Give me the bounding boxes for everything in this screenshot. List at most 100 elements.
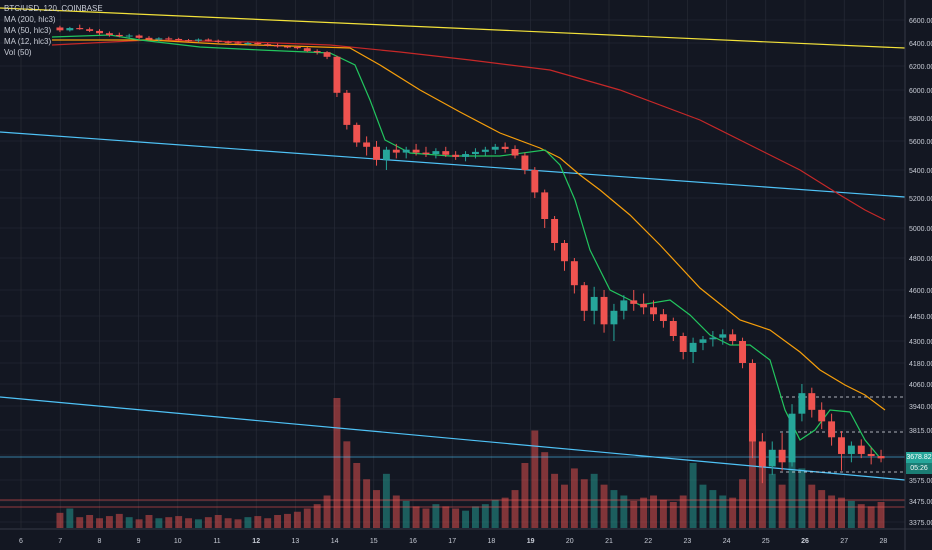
candle bbox=[788, 404, 796, 467]
candle-body bbox=[828, 421, 836, 438]
candle-body bbox=[105, 33, 113, 35]
candle bbox=[659, 309, 667, 328]
volume-bar bbox=[462, 510, 470, 528]
y-tick-label: 5400.00 bbox=[909, 168, 932, 175]
candle bbox=[373, 141, 380, 166]
candle bbox=[857, 439, 865, 459]
x-tick-label: 16 bbox=[409, 538, 417, 545]
candle bbox=[452, 151, 460, 160]
volume-bar bbox=[551, 473, 559, 528]
trendlines[interactable] bbox=[0, 7, 906, 481]
volume-bar bbox=[699, 484, 707, 528]
candle-body bbox=[590, 296, 598, 311]
volume-bar bbox=[561, 484, 568, 528]
chart-legend: BTC/USD, 120, COINBASE MA (200, hlc3) MA… bbox=[4, 3, 103, 58]
candle-body bbox=[650, 307, 657, 315]
x-tick-label: 22 bbox=[644, 538, 652, 545]
candle-body bbox=[86, 29, 94, 31]
candle-body bbox=[709, 337, 717, 340]
candle bbox=[739, 337, 747, 369]
candle-body bbox=[194, 39, 202, 41]
y-tick-label: 3575.00 bbox=[909, 478, 932, 485]
cyan-trendline[interactable] bbox=[0, 131, 906, 198]
legend-symbol[interactable]: BTC/USD, 120, COINBASE bbox=[4, 4, 103, 13]
volume-bar bbox=[501, 497, 509, 528]
volume-bar bbox=[669, 502, 677, 528]
candle bbox=[541, 189, 549, 228]
x-axis[interactable]: 6 7 8 9 10 11 12 13 14 15 16 17 18 19 20 21 22 23 24 25 26 27… bbox=[0, 528, 932, 545]
candle-body bbox=[501, 146, 509, 149]
x-tick-label: 24 bbox=[723, 538, 731, 545]
volume-bar bbox=[580, 479, 588, 528]
candle bbox=[847, 441, 855, 463]
x-tick-label: 17 bbox=[448, 538, 456, 545]
x-tick-label: 25 bbox=[762, 538, 770, 545]
candle bbox=[76, 24, 84, 30]
candle bbox=[333, 55, 341, 97]
y-tick-label: 4450.00 bbox=[909, 314, 932, 321]
candle bbox=[254, 42, 262, 46]
volume-bar bbox=[115, 513, 123, 528]
y-tick-label: 3375.00 bbox=[909, 520, 932, 527]
candle bbox=[204, 38, 212, 42]
volume-bar bbox=[541, 452, 549, 528]
candle-body bbox=[551, 219, 559, 243]
candle bbox=[442, 146, 450, 157]
x-tick-label: 11 bbox=[213, 538, 220, 545]
candle-body bbox=[313, 51, 321, 53]
volume-bar bbox=[867, 506, 875, 528]
volume-bar bbox=[234, 519, 242, 528]
candle bbox=[709, 331, 717, 347]
volume-bar bbox=[66, 508, 74, 528]
yellow-trendline[interactable] bbox=[0, 7, 906, 49]
volume-bar bbox=[194, 519, 202, 528]
candle-body bbox=[125, 35, 133, 37]
countdown-tag: 05:26 bbox=[906, 463, 932, 474]
candle bbox=[462, 151, 470, 162]
candle bbox=[511, 145, 519, 159]
candle bbox=[798, 384, 806, 422]
x-tick-label: 21 bbox=[605, 538, 613, 545]
volume-bar bbox=[96, 518, 103, 528]
legend-ma200[interactable]: MA (200, hlc3) bbox=[4, 15, 56, 24]
candle-body bbox=[798, 393, 806, 414]
volume-bar bbox=[818, 490, 826, 528]
candle bbox=[412, 143, 420, 156]
volume-bar bbox=[748, 425, 756, 528]
candle bbox=[679, 332, 687, 360]
candle bbox=[432, 148, 440, 159]
legend-vol[interactable]: Vol (50) bbox=[4, 48, 32, 57]
candle-body bbox=[699, 339, 707, 343]
candle bbox=[293, 45, 301, 50]
candle bbox=[501, 142, 509, 153]
volume-bar bbox=[76, 517, 84, 528]
candle bbox=[175, 37, 183, 41]
candle-body bbox=[185, 40, 193, 42]
legend-ma50[interactable]: MA (50, hlc3) bbox=[4, 26, 52, 35]
candle-body bbox=[521, 155, 529, 170]
volume-bar bbox=[363, 479, 371, 528]
y-tick-label: 3815.00 bbox=[909, 428, 932, 435]
x-tick-label: 26 bbox=[801, 538, 809, 545]
candle bbox=[363, 136, 371, 156]
volume-bar bbox=[125, 517, 133, 528]
candle-body bbox=[422, 152, 430, 155]
x-tick-label: 27 bbox=[840, 538, 848, 545]
volume-bar bbox=[293, 511, 301, 528]
cyan-trendline[interactable] bbox=[0, 396, 906, 481]
candle-body bbox=[531, 170, 539, 193]
candle-body bbox=[778, 449, 786, 463]
candle bbox=[768, 441, 776, 475]
volume-bar bbox=[343, 441, 351, 528]
candle bbox=[125, 33, 133, 38]
volume-bar bbox=[452, 508, 460, 528]
legend-ma12[interactable]: MA (12, hlc3) bbox=[4, 37, 52, 46]
volume-bar bbox=[729, 497, 737, 528]
volume-bar bbox=[145, 515, 153, 528]
candle-body bbox=[679, 336, 687, 352]
candle-body bbox=[511, 148, 519, 156]
candle bbox=[135, 34, 143, 39]
candle bbox=[185, 38, 193, 42]
volume-bar bbox=[353, 463, 361, 528]
